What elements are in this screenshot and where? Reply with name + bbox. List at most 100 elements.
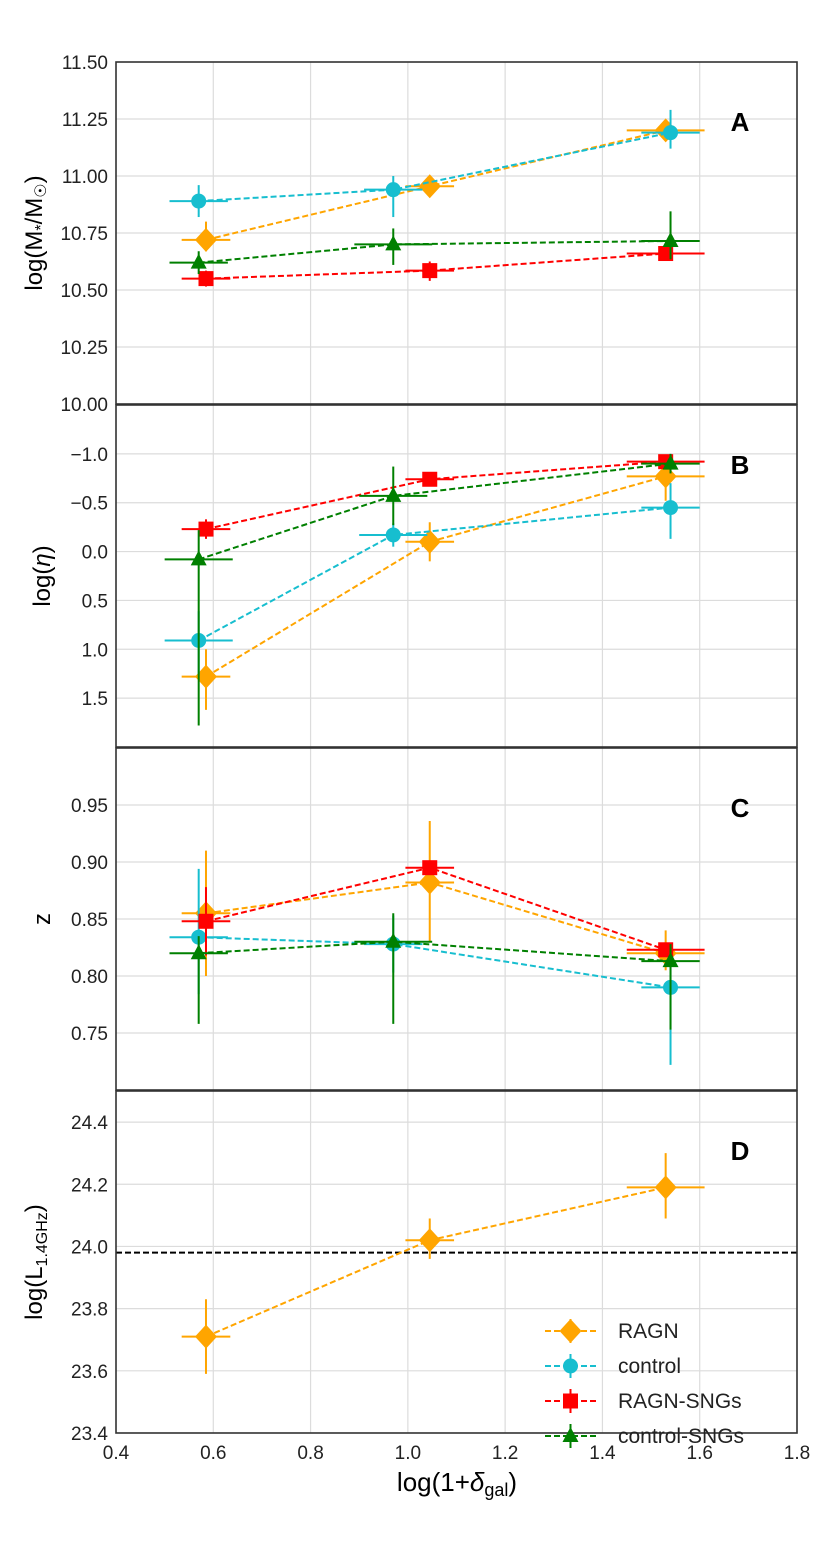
x-tick-label: 1.8 (784, 1443, 810, 1464)
data-point-square (198, 521, 214, 537)
legend-label: RAGN (618, 1320, 679, 1343)
legend: RAGN control RAGN-SNGs control-SNGs (545, 1319, 744, 1448)
data-point-triangle (662, 231, 679, 247)
panel-a-ylabel: log(M*/M☉) (21, 175, 50, 290)
data-point-triangle (190, 550, 207, 566)
series-control (169, 109, 700, 218)
x-tick-label: 1.2 (492, 1443, 518, 1464)
panel-c-grid (116, 748, 798, 1090)
panel-b (116, 405, 798, 747)
data-point-square (422, 471, 438, 487)
data-point-triangle (385, 486, 402, 502)
legend-entry-control: control (545, 1354, 681, 1378)
series-ragn (181, 118, 705, 252)
series-ragn-sngs (181, 246, 705, 287)
y-tick-label: 10.00 (60, 395, 108, 416)
y-tick-label: 0.0 (82, 543, 108, 564)
series-layer-c (169, 820, 705, 1065)
data-point-circle (663, 125, 679, 141)
legend-label: RAGN-SNGs (618, 1390, 742, 1413)
series-layer-d (181, 1153, 705, 1374)
data-point-diamond (194, 1324, 217, 1349)
y-tick-label: 24.4 (71, 1113, 108, 1134)
x-tick-label: 0.6 (200, 1443, 226, 1464)
series-control-sngs (169, 211, 700, 275)
series-ragn-sngs (181, 454, 705, 539)
legend-marker (559, 1319, 582, 1343)
panel-a (116, 62, 798, 404)
y-tick-label: 0.85 (71, 910, 108, 931)
panel-b-grid (116, 405, 798, 747)
data-point-triangle (385, 932, 402, 948)
y-tick-label: 10.25 (60, 338, 108, 359)
series-control-sngs (164, 453, 700, 726)
y-tick-labels: 10.00 10.25 10.50 10.75 11.00 11.25 11.50 1.5 1.… (60, 53, 108, 1445)
panel-a-grid (116, 62, 798, 404)
series-ragn-sngs (181, 860, 705, 958)
y-tick-label: 24.2 (71, 1175, 108, 1196)
data-point-triangle (190, 253, 207, 269)
panel-d-grid (116, 1091, 798, 1433)
series-layer-a (169, 109, 705, 287)
data-point-diamond (194, 227, 217, 252)
y-tick-label: 11.00 (62, 167, 108, 188)
series-line (205, 475, 666, 678)
panel-d (116, 1091, 798, 1433)
x-tick-label: 0.8 (297, 1443, 323, 1464)
legend-entry-ragn-sngs: RAGN-SNGs (545, 1389, 742, 1413)
y-tick-label: 10.50 (60, 281, 108, 302)
panel-frame (115, 61, 798, 405)
legend-marker (563, 1393, 578, 1409)
panel-b-letter: B (731, 450, 750, 480)
data-point-diamond (418, 1228, 441, 1253)
y-tick-label: 0.90 (71, 853, 108, 874)
x-tick-label: 0.4 (103, 1443, 130, 1464)
y-tick-label: 1.0 (82, 640, 108, 661)
data-point-square (658, 942, 674, 958)
y-tick-label: 10.75 (60, 224, 108, 245)
panel-c-ylabel: z (29, 913, 56, 925)
series-line (205, 881, 666, 955)
data-point-square (198, 271, 214, 287)
data-point-square (198, 913, 214, 929)
y-tick-label: 1.5 (82, 689, 108, 710)
panel-frame (115, 404, 798, 748)
data-point-triangle (190, 944, 207, 960)
panel-a-letter: A (731, 107, 750, 137)
y-tick-label: 11.25 (62, 110, 108, 131)
legend-label: control-SNGs (618, 1425, 744, 1448)
panel-frame (115, 1090, 798, 1434)
y-tick-label: 0.5 (82, 591, 108, 612)
data-point-diamond (418, 174, 441, 199)
series-line (198, 239, 671, 264)
y-tick-label: 0.80 (71, 967, 108, 988)
data-point-circle (385, 527, 401, 543)
data-point-diamond (654, 1175, 677, 1200)
legend-marker (563, 1358, 578, 1374)
series-ragn (181, 456, 705, 710)
panel-frames (115, 61, 798, 1434)
series-control (169, 868, 700, 1065)
series-line (198, 506, 671, 642)
series-control (164, 483, 700, 675)
data-point-diamond (418, 870, 441, 895)
series-layer-b (164, 453, 705, 726)
data-point-square (658, 246, 674, 262)
series-line (205, 252, 666, 280)
x-axis-label: log(1+δgal) (397, 1467, 517, 1500)
panel-d-ylabel: log(L1.4GHz) (21, 1204, 51, 1320)
data-point-diamond (194, 664, 217, 689)
series-line (198, 462, 671, 561)
panel-frame (115, 747, 798, 1091)
data-point-triangle (662, 952, 679, 968)
data-point-circle (663, 500, 679, 516)
legend-marker (562, 1427, 579, 1442)
legend-entry-ragn: RAGN (545, 1319, 679, 1343)
panel-c (116, 748, 798, 1090)
panel-d-letter: D (731, 1136, 750, 1166)
y-tick-label: −1.0 (70, 445, 108, 466)
x-tick-label: 1.6 (687, 1443, 713, 1464)
y-tick-label: 0.95 (71, 796, 108, 817)
y-tick-label: 23.6 (71, 1362, 108, 1383)
